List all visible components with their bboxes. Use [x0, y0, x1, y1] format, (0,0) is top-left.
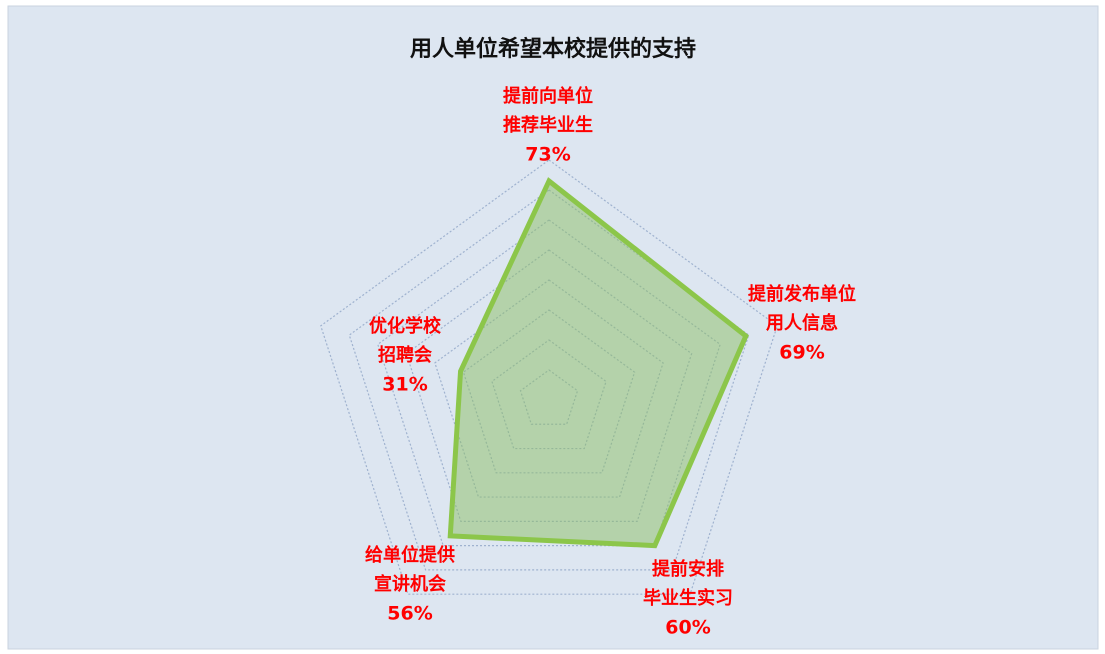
category-label: 提前向单位推荐毕业生	[503, 85, 593, 136]
category-label: 给单位提供宣讲机会	[365, 544, 455, 595]
category-label: 优化学校招聘会	[369, 315, 442, 366]
value-label: 60%	[665, 617, 710, 639]
chart-title: 用人单位希望本校提供的支持	[410, 36, 696, 62]
value-label: 69%	[779, 342, 824, 364]
grid-ring	[320, 159, 778, 595]
value-label: 56%	[387, 603, 432, 625]
radar-area	[447, 177, 749, 549]
value-label: 31%	[382, 374, 427, 396]
category-label: 提前安排毕业生实习	[643, 558, 733, 609]
category-label: 提前发布单位用人信息	[748, 283, 856, 334]
value-label: 73%	[525, 144, 570, 166]
